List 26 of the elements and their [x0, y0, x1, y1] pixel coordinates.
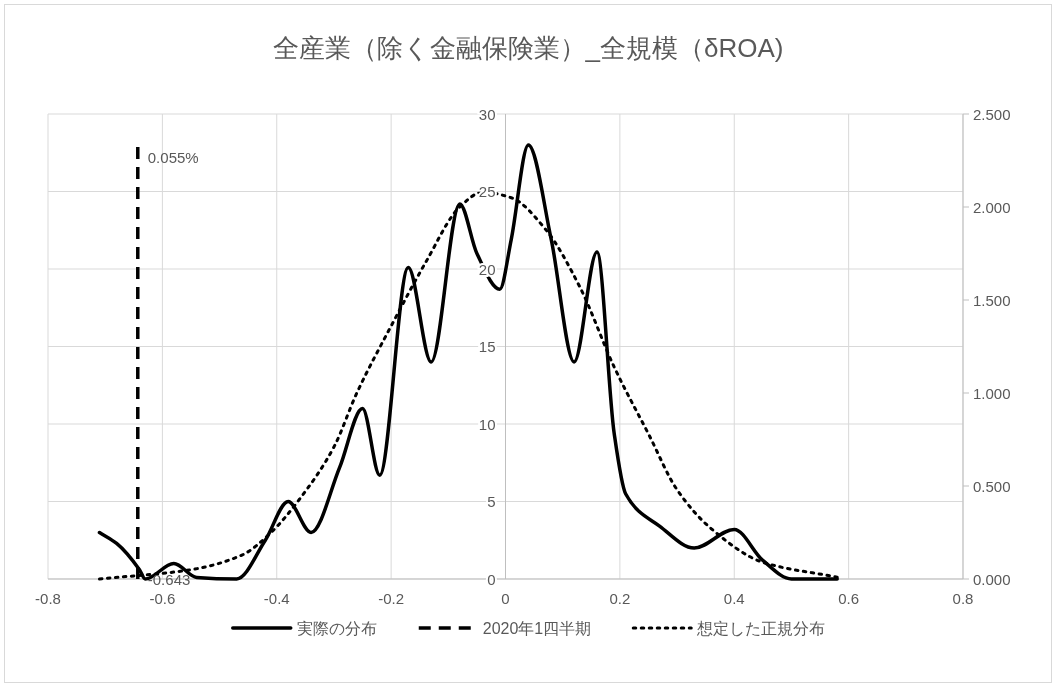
x-tick-label: 0.8 [952, 589, 974, 607]
x-tick-label: -0.6 [149, 589, 176, 607]
y-tick-label: 15 [478, 338, 496, 355]
x-tick-label: 0.2 [609, 589, 631, 607]
y2-tick-label: 1.000 [973, 384, 1011, 402]
x-tick-label: -0.2 [378, 589, 405, 607]
y-tick-label: 30 [478, 105, 496, 123]
chart-title: 全産業（除く金融保険業）_全規模（δROA) [272, 33, 784, 63]
legend-label: 実際の分布 [296, 619, 377, 637]
y-tick-label: 10 [478, 415, 496, 433]
annotation: -0.643 [147, 570, 191, 588]
annotation: 0.055% [147, 148, 199, 166]
y2-tick-label: 2.500 [973, 105, 1011, 123]
x-tick-label: 0.6 [838, 589, 860, 607]
y2-tick-label: 1.500 [973, 291, 1011, 309]
legend-label: 2020年1四半期 [482, 619, 592, 637]
y-tick-label: 5 [487, 493, 496, 510]
x-tick-label: 0 [501, 589, 510, 607]
y2-tick-label: 2.000 [973, 198, 1011, 216]
x-tick-label: -0.8 [35, 589, 61, 607]
x-tick-label: 0.4 [723, 589, 745, 607]
y2-tick-label: 0.000 [973, 570, 1011, 588]
y2-tick-label: 0.500 [973, 477, 1011, 495]
x-tick-label: -0.4 [263, 589, 290, 607]
legend-label: 想定した正規分布 [696, 619, 826, 637]
y-tick-label: 0 [487, 570, 496, 588]
